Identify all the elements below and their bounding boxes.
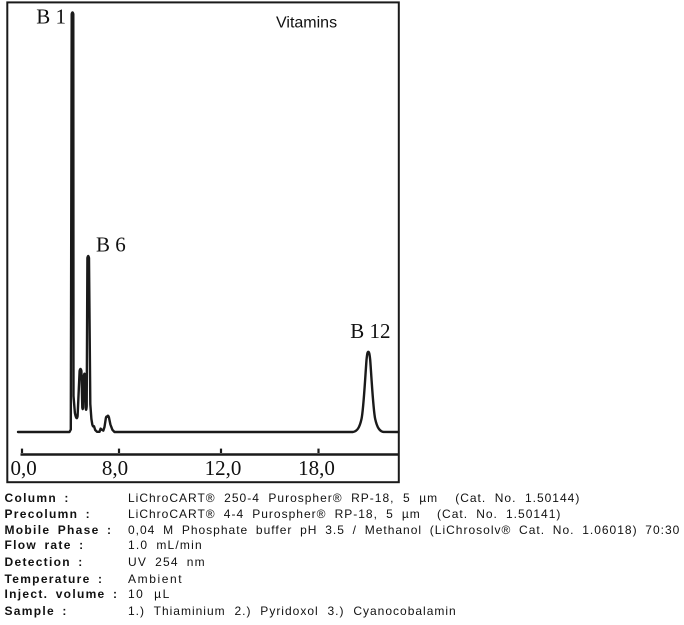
svg-text:0,0: 0,0 xyxy=(11,456,37,480)
svg-text:8,0: 8,0 xyxy=(102,456,128,480)
svg-text:B 1: B 1 xyxy=(36,5,66,29)
svg-text:B 6: B 6 xyxy=(96,233,126,257)
svg-text:B 12: B 12 xyxy=(350,319,390,343)
svg-text:Vitamins: Vitamins xyxy=(276,15,337,32)
svg-text:18,0: 18,0 xyxy=(298,456,335,480)
svg-text:12,0: 12,0 xyxy=(205,456,242,480)
